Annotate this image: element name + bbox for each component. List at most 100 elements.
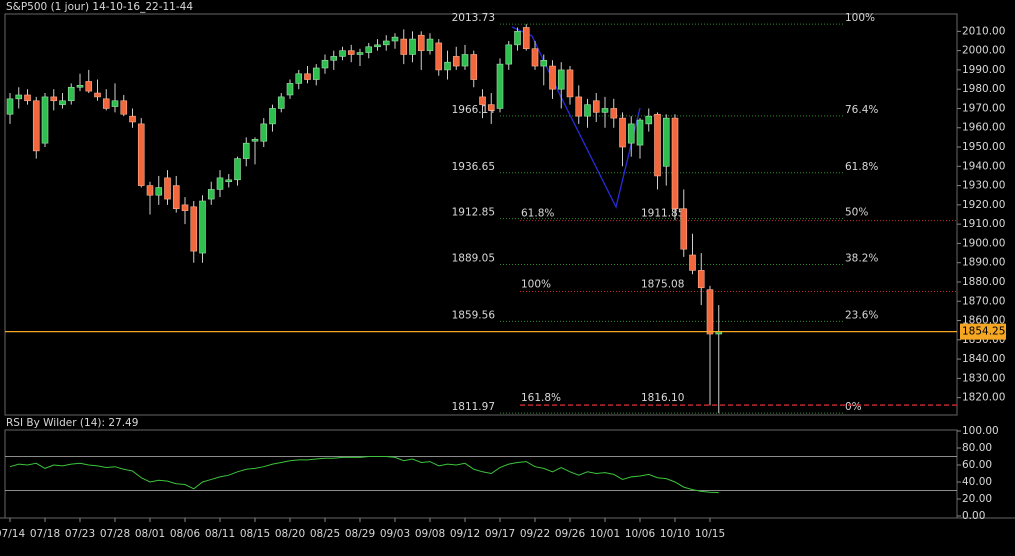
fib-price-label: 1936.65 bbox=[452, 161, 495, 173]
x-tick-label: 08/15 bbox=[240, 528, 270, 540]
candle-body bbox=[575, 96, 583, 117]
fib-price-label: 1912.85 bbox=[452, 207, 495, 219]
y-tick-label: 1880.00 bbox=[962, 276, 1005, 288]
candle-body bbox=[627, 123, 635, 144]
y-tick-label: 1860.00 bbox=[962, 315, 1005, 327]
y-tick-label: 1940.00 bbox=[962, 160, 1005, 172]
candle-body bbox=[487, 104, 495, 111]
fib-price-label: 1966.14 bbox=[452, 104, 496, 116]
candle-body bbox=[435, 42, 443, 71]
y-tick-label: 1960.00 bbox=[962, 122, 1005, 134]
candle-body bbox=[689, 254, 696, 271]
candle-body bbox=[601, 108, 609, 113]
candle-body bbox=[172, 185, 180, 210]
x-tick-label: 09/22 bbox=[520, 528, 550, 540]
candle-body bbox=[400, 38, 408, 55]
fib-extension-ratio: 100% bbox=[521, 278, 551, 290]
candle-body bbox=[706, 289, 714, 335]
candle-body bbox=[312, 67, 320, 80]
candle-body bbox=[155, 187, 163, 196]
candle-body bbox=[321, 59, 329, 69]
y-tick-label: 1920.00 bbox=[962, 199, 1005, 211]
x-tick-label: 09/26 bbox=[555, 528, 586, 540]
candle-body bbox=[592, 100, 600, 113]
candle-body bbox=[120, 100, 128, 115]
candle-body bbox=[330, 56, 338, 61]
x-tick-label: 07/28 bbox=[100, 528, 130, 540]
fib-extension-ratio: 161.8% bbox=[521, 392, 561, 404]
y-tick-label: 2010.00 bbox=[962, 25, 1005, 37]
y-tick-label: 1950.00 bbox=[962, 141, 1005, 153]
candle-body bbox=[654, 113, 661, 177]
y-tick-label: 1930.00 bbox=[962, 180, 1005, 192]
candle-body bbox=[85, 81, 93, 92]
last-price-label: 1854.25 bbox=[962, 326, 1005, 338]
x-tick-label: 08/20 bbox=[275, 528, 305, 540]
rsi-title: RSI By Wilder (14): 27.49 bbox=[6, 417, 138, 429]
candle-body bbox=[339, 50, 346, 57]
candle-body bbox=[662, 117, 670, 167]
candle-body bbox=[199, 200, 206, 254]
rsi-y-tick-label: 100.00 bbox=[962, 425, 999, 437]
y-tick-label: 1830.00 bbox=[962, 372, 1005, 384]
x-tick-label: 10/01 bbox=[590, 528, 620, 540]
x-tick-label: 09/08 bbox=[415, 528, 445, 540]
candle-body bbox=[636, 119, 644, 146]
candle-body bbox=[680, 208, 688, 250]
candle-body bbox=[557, 69, 565, 90]
x-tick-label: 07/14 bbox=[0, 528, 25, 540]
candle-body bbox=[234, 158, 241, 181]
fib-extension-ratio: 61.8% bbox=[521, 208, 554, 220]
x-tick-label: 09/03 bbox=[380, 528, 410, 540]
x-tick-label: 10/06 bbox=[625, 528, 656, 540]
candle-body bbox=[417, 34, 425, 51]
rsi-y-tick-label: 40.00 bbox=[962, 476, 992, 488]
candle-body bbox=[146, 185, 154, 196]
fib-percent-label: 0% bbox=[845, 401, 862, 413]
y-tick-label: 1990.00 bbox=[962, 64, 1005, 76]
candle-body bbox=[102, 98, 110, 109]
y-tick-label: 1870.00 bbox=[962, 295, 1005, 307]
candle-body bbox=[365, 46, 373, 53]
candle-body bbox=[461, 54, 469, 67]
candle-body bbox=[409, 38, 416, 55]
candle-body bbox=[129, 115, 136, 123]
candle-body bbox=[382, 40, 390, 46]
rsi-y-tick-label: 0.00 bbox=[962, 510, 985, 522]
candle-body bbox=[619, 117, 626, 148]
rsi-line bbox=[9, 456, 719, 494]
fib-extension-price: 1911.85 bbox=[641, 208, 684, 220]
candle-body bbox=[6, 98, 14, 115]
fib-percent-label: 100% bbox=[845, 12, 875, 24]
candle-body bbox=[505, 44, 513, 65]
rsi-y-tick-label: 60.00 bbox=[962, 459, 992, 471]
candle-body bbox=[531, 48, 539, 67]
x-tick-label: 08/01 bbox=[135, 528, 165, 540]
candle-body bbox=[610, 108, 618, 119]
fib-price-label: 1859.56 bbox=[452, 309, 496, 321]
candle-body bbox=[111, 100, 119, 107]
fib-percent-label: 38.2% bbox=[845, 253, 878, 265]
window-title: S&P500 (1 jour) 14-10-16_22-11-44 bbox=[6, 1, 193, 13]
candle-body bbox=[444, 61, 451, 71]
candle-body bbox=[671, 117, 679, 210]
y-tick-label: 2000.00 bbox=[962, 45, 1005, 57]
x-tick-label: 09/17 bbox=[485, 528, 515, 540]
fib-extension-price: 1875.08 bbox=[641, 278, 684, 290]
candle-body bbox=[137, 123, 145, 186]
candle-body bbox=[470, 54, 478, 80]
rsi-y-tick-label: 20.00 bbox=[962, 493, 992, 505]
candle-body bbox=[15, 94, 23, 100]
candle-body bbox=[164, 177, 171, 200]
candle-body bbox=[216, 177, 224, 190]
y-tick-label: 1910.00 bbox=[962, 218, 1005, 230]
candle-body bbox=[522, 27, 530, 50]
candle-body bbox=[426, 38, 434, 51]
candle-body bbox=[479, 96, 486, 105]
candle-body bbox=[41, 96, 49, 144]
rsi-panel bbox=[4, 429, 958, 519]
candle-body bbox=[24, 94, 31, 102]
x-tick-label: 08/11 bbox=[205, 528, 235, 540]
fib-percent-label: 23.6% bbox=[845, 309, 878, 321]
candle-body bbox=[549, 65, 556, 90]
